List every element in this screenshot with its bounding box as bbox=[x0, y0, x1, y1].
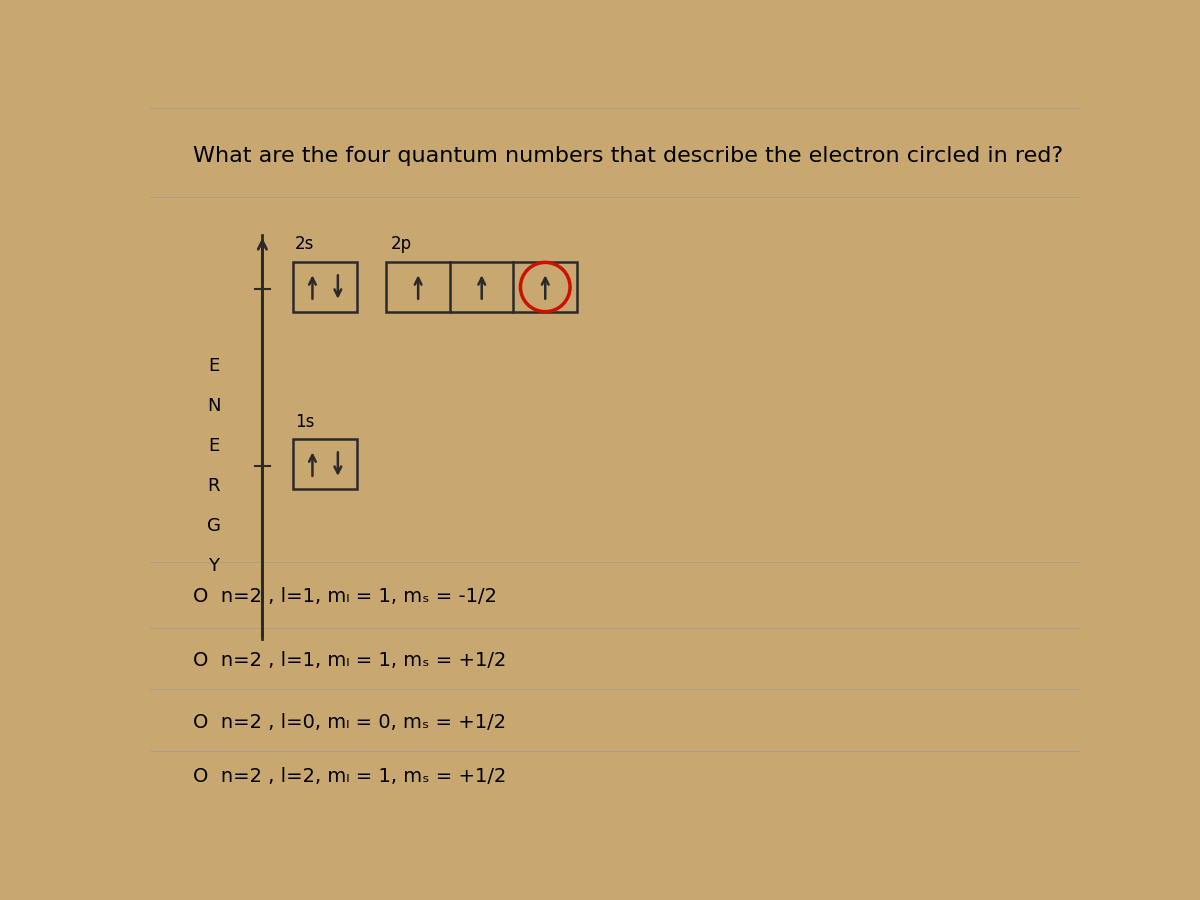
Bar bbox=[293, 439, 356, 490]
Text: N: N bbox=[206, 397, 221, 415]
Bar bbox=[386, 262, 577, 312]
Text: 2s: 2s bbox=[295, 235, 314, 253]
Bar bbox=[293, 262, 356, 312]
Text: Y: Y bbox=[208, 557, 220, 575]
Text: O  n=2 , l=1, mₗ = 1, mₛ = +1/2: O n=2 , l=1, mₗ = 1, mₛ = +1/2 bbox=[193, 652, 506, 670]
Text: O  n=2 , l=2, mₗ = 1, mₛ = +1/2: O n=2 , l=2, mₗ = 1, mₛ = +1/2 bbox=[193, 767, 506, 786]
Text: E: E bbox=[208, 437, 220, 455]
Text: O  n=2 , l=1, mₗ = 1, mₛ = -1/2: O n=2 , l=1, mₗ = 1, mₛ = -1/2 bbox=[193, 588, 497, 607]
Text: E: E bbox=[208, 357, 220, 375]
Text: G: G bbox=[206, 518, 221, 536]
Text: What are the four quantum numbers that describe the electron circled in red?: What are the four quantum numbers that d… bbox=[193, 146, 1063, 166]
Text: O  n=2 , l=0, mₗ = 0, mₛ = +1/2: O n=2 , l=0, mₗ = 0, mₛ = +1/2 bbox=[193, 713, 505, 732]
Text: 2p: 2p bbox=[390, 235, 412, 253]
Text: R: R bbox=[208, 477, 220, 495]
Text: 1s: 1s bbox=[295, 413, 314, 431]
